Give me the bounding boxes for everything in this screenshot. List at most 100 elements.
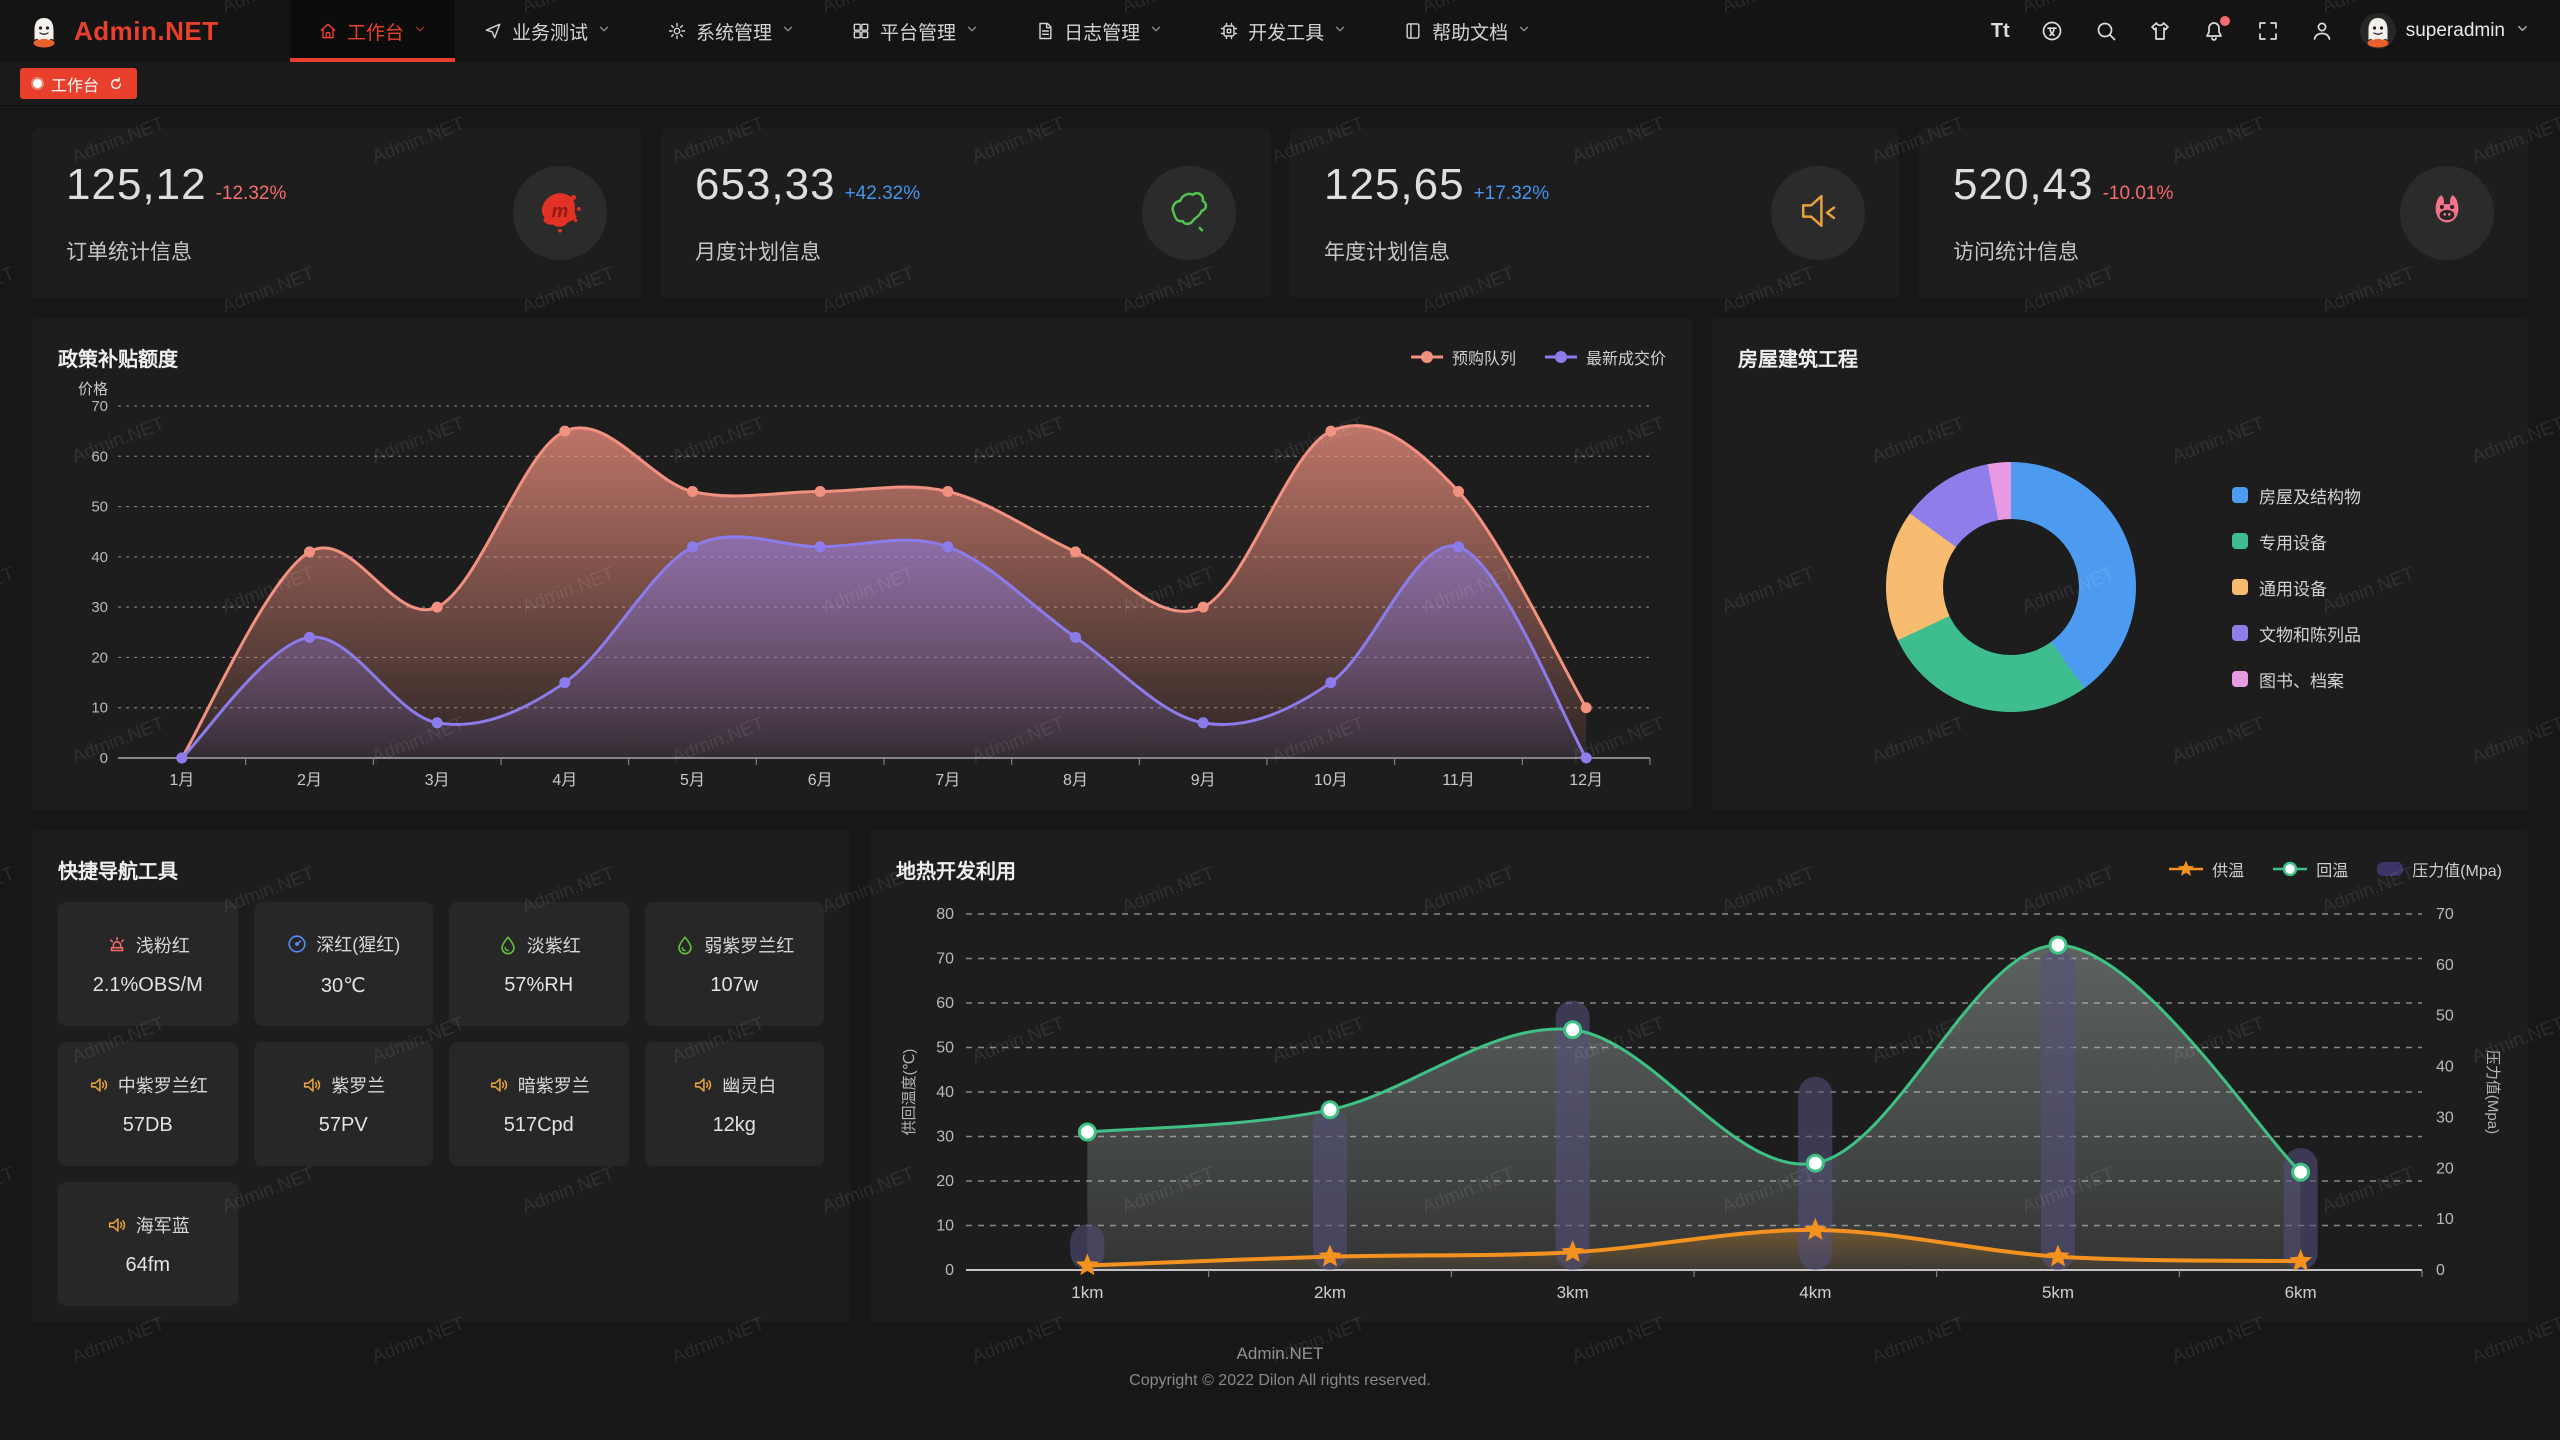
legend-marker	[2376, 861, 2404, 877]
quick-nav-label: 中紫罗兰红	[117, 1075, 208, 1096]
tab-workbench[interactable]: 工作台	[20, 68, 138, 99]
avatar	[2359, 13, 2396, 49]
quick-nav-item-4[interactable]: 弱紫罗兰红 107w	[644, 902, 824, 1026]
stat-icon-circle	[2400, 166, 2494, 260]
legend-label: 预购队列	[1451, 351, 1516, 368]
menu-item-3[interactable]: 系统管理	[639, 0, 823, 62]
geo-legend-item-2[interactable]: 回温	[2272, 857, 2348, 881]
svg-text:5月: 5月	[680, 772, 705, 789]
svg-text:10: 10	[936, 1218, 954, 1235]
panel-policy-subsidy: 政策补贴额度 预购队列 最新成交价 0 10 20 30 40 50 60 70 价格 1月 2月 3月…	[32, 318, 1692, 810]
mascot-logo-icon	[26, 13, 62, 49]
legend-marker	[1544, 351, 1577, 363]
svg-text:20: 20	[936, 1173, 954, 1190]
username: superadmin	[2405, 20, 2505, 41]
geo-legend-item-1[interactable]: 供温	[2168, 857, 2244, 881]
profile-icon[interactable]	[2310, 19, 2334, 43]
quick-nav-item-5[interactable]: 中紫罗兰红 57DB	[58, 1042, 238, 1166]
bell-icon[interactable]	[2202, 16, 2230, 43]
geo-legend-item-3[interactable]: 压力值(Mpa)	[2376, 857, 2502, 881]
svg-text:30: 30	[936, 1129, 954, 1146]
panel-geothermal: 地热开发利用 供温 回温 压力值(Mpa) 0 10 20 30 40 50 60 70 80 0 10…	[870, 830, 2528, 1322]
stat-icon-circle	[1771, 166, 1865, 260]
menu-item-1[interactable]: 工作台	[290, 0, 456, 62]
quick-nav-label: 弱紫罗兰红	[704, 935, 795, 956]
donut-legend-item-5[interactable]: 图书、档案	[2232, 667, 2361, 692]
legend-item-1[interactable]: 预购队列	[1410, 345, 1516, 369]
svg-text:2km: 2km	[1314, 1283, 1346, 1302]
stat-card-text: 653,33 +42.32% 月度计划信息	[695, 160, 920, 266]
svg-text:10月: 10月	[1314, 772, 1348, 789]
geothermal-legend: 供温 回温 压力值(Mpa)	[2168, 857, 2502, 881]
donut-legend-item-1[interactable]: 房屋及结构物	[2232, 483, 2361, 508]
svg-text:0: 0	[100, 750, 108, 767]
header-toolbar: Tt	[1991, 0, 2360, 62]
geothermal-mixed-chart[interactable]: 0 10 20 30 40 50 60 70 80 0 10 20 30 40 50 60 70 供回温度(℃) 压…	[896, 888, 2502, 1312]
legend-swatch	[2232, 671, 2248, 687]
menu-item-label: 开发工具	[1248, 22, 1325, 44]
menu-item-7[interactable]: 帮助文档	[1375, 0, 1559, 62]
stat-value: 125,12	[66, 160, 207, 209]
menu-item-label: 业务测试	[512, 22, 589, 44]
language-icon[interactable]	[2040, 19, 2064, 43]
menu-item-label: 日志管理	[1064, 22, 1141, 44]
quick-nav-label: 幽灵白	[722, 1075, 777, 1096]
quick-nav-item-2[interactable]: 深红(猩红) 30℃	[253, 902, 433, 1026]
svg-text:6km: 6km	[2285, 1283, 2317, 1302]
menu-item-2[interactable]: 业务测试	[455, 0, 639, 62]
theme-icon[interactable]	[2148, 19, 2172, 43]
active-tab-dot	[33, 79, 42, 88]
building-donut-legend: 房屋及结构物 专用设备通用设备文物和陈列品 图书、档案	[2232, 483, 2361, 692]
svg-text:3km: 3km	[1557, 1283, 1589, 1302]
quick-nav-item-3[interactable]: 淡紫红 57%RH	[449, 902, 629, 1026]
send-icon	[483, 21, 503, 41]
stat-value: 653,33	[695, 160, 836, 209]
svg-text:60: 60	[91, 448, 108, 465]
stat-value: 520,43	[1953, 160, 2094, 209]
quick-nav-item-1[interactable]: 浅粉红 2.1%OBS/M	[58, 902, 238, 1026]
donut-legend-item-2[interactable]: 专用设备	[2232, 529, 2361, 554]
donut-legend-item-3[interactable]: 通用设备	[2232, 575, 2361, 600]
quick-nav-value: 57%RH	[504, 973, 574, 996]
stat-cards-row: 125,12 -12.32% 订单统计信息 m 653,33 +42.32% 月度计划信息 1…	[32, 128, 2528, 298]
svg-text:50: 50	[91, 499, 108, 516]
chevron-down-icon	[781, 20, 795, 42]
chevron-down-icon	[2515, 21, 2530, 41]
svg-text:12月: 12月	[1569, 772, 1603, 789]
quick-nav-item-7[interactable]: 暗紫罗兰 517Cpd	[449, 1042, 629, 1166]
quick-nav-item-9[interactable]: 海军蓝 64fm	[58, 1182, 238, 1306]
speaker-icon	[488, 1074, 510, 1096]
panel-title-subsidy: 政策补贴额度	[58, 348, 178, 371]
chevron-down-icon	[965, 20, 979, 42]
legend-item-2[interactable]: 最新成交价	[1544, 345, 1666, 369]
stat-card-text: 125,65 +17.32% 年度计划信息	[1324, 160, 1549, 266]
fullscreen-icon[interactable]	[2256, 19, 2280, 43]
quick-nav-item-6[interactable]: 紫罗兰 57PV	[253, 1042, 433, 1166]
stat-label: 月度计划信息	[695, 241, 821, 264]
search-icon[interactable]	[2094, 19, 2118, 43]
quick-nav-label: 海军蓝	[135, 1215, 190, 1236]
font-size-icon[interactable]: Tt	[1990, 19, 2010, 42]
stat-delta: -10.01%	[2102, 183, 2174, 204]
svg-text:6月: 6月	[808, 772, 833, 789]
menu-item-6[interactable]: 开发工具	[1191, 0, 1375, 62]
stat-delta: +42.32%	[844, 183, 921, 204]
menu-item-4[interactable]: 平台管理	[823, 0, 1007, 62]
app-logo[interactable]: Admin.NET	[0, 0, 290, 62]
legend-swatch	[2232, 579, 2248, 595]
stat-label: 访问统计信息	[1953, 241, 2079, 264]
menu-item-label: 帮助文档	[1432, 22, 1509, 44]
refresh-icon[interactable]	[108, 76, 124, 92]
main-menu: 工作台 业务测试 系统管理 平台管理 日志管理 开发工具 帮助文档	[290, 0, 1559, 62]
building-donut-chart[interactable]	[1886, 462, 2136, 712]
svg-text:11月: 11月	[1442, 772, 1475, 789]
menu-item-5[interactable]: 日志管理	[1007, 0, 1191, 62]
donut-legend-item-4[interactable]: 文物和陈列品	[2232, 621, 2361, 646]
svg-text:80: 80	[936, 906, 954, 923]
alarm-icon	[106, 934, 128, 956]
user-menu[interactable]: superadmin	[2359, 0, 2560, 62]
chevron-down-icon	[1517, 20, 1531, 42]
svg-text:10: 10	[2436, 1211, 2454, 1228]
quick-nav-item-8[interactable]: 幽灵白 12kg	[644, 1042, 824, 1166]
